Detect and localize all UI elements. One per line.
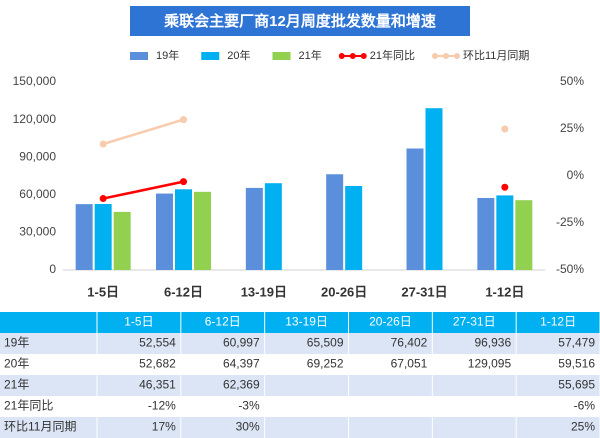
y-tick-label: 60,000 <box>19 187 56 201</box>
y2-tick-label: -25% <box>556 215 584 229</box>
bar <box>175 189 192 270</box>
table-cell: 17% <box>152 420 176 434</box>
table-cell: 30% <box>236 420 260 434</box>
x-tick-label: 1-5日 <box>87 284 119 299</box>
x-tick-label: 6-12日 <box>164 284 203 299</box>
y-tick-label: 0 <box>49 262 56 276</box>
table-cell: 55,695 <box>558 378 595 392</box>
line-series <box>102 118 184 146</box>
table-row-label: 环比11月同期 <box>4 420 76 434</box>
legend-swatch <box>349 53 356 59</box>
y2-tick-label: 50% <box>560 74 584 88</box>
table-cell: 96,936 <box>474 336 511 350</box>
y-tick-label: 120,000 <box>13 112 57 126</box>
table-cell: 60,997 <box>223 336 260 350</box>
table-row-label: 21年 <box>4 378 29 392</box>
bar <box>113 211 131 270</box>
legend-label: 21年 <box>299 48 322 62</box>
table-header: 27-31日 <box>453 315 496 329</box>
y-tick-label: 90,000 <box>19 149 56 163</box>
line-marker <box>180 178 187 186</box>
legend-label: 21年同比 <box>370 48 415 62</box>
table-cell: 69,252 <box>307 357 344 371</box>
line-marker <box>501 183 509 191</box>
bar <box>264 183 282 270</box>
table-row-label: 21年同比 <box>4 399 53 413</box>
legend-label: 19年 <box>156 48 179 62</box>
table-cell: 65,509 <box>307 336 344 350</box>
bar <box>245 187 263 270</box>
legend-swatch <box>432 53 438 59</box>
y2-tick-label: 0% <box>567 168 585 182</box>
bar <box>194 191 211 270</box>
table-row-bg <box>0 396 600 417</box>
table-cell: 25% <box>571 420 595 434</box>
table-cell: 129,095 <box>468 357 512 371</box>
y-tick-label: 30,000 <box>19 225 56 239</box>
table-header: 20-26日 <box>369 315 412 329</box>
x-tick-label: 13-19日 <box>241 284 287 299</box>
bar <box>477 197 495 270</box>
table-row-bg <box>0 333 600 354</box>
legend-label: 环比11月同期 <box>463 49 529 62</box>
table-cell: 59,516 <box>558 357 595 371</box>
table-cell: 62,369 <box>223 378 260 392</box>
table-cell: 52,682 <box>139 357 176 371</box>
legend-swatch <box>201 52 220 60</box>
bar <box>406 148 424 270</box>
table-header-bg <box>0 312 600 333</box>
chart-title: 乘联会主要厂商12月周度批发数量和增速 <box>163 12 436 30</box>
y2-tick-label: 25% <box>560 121 584 135</box>
bar <box>75 204 93 270</box>
y-tick-label: 150,000 <box>13 74 57 88</box>
x-tick-label: 20-26日 <box>321 284 367 299</box>
bar <box>345 185 363 270</box>
legend-label: 20年 <box>227 48 250 62</box>
table-cell: 57,479 <box>558 336 595 350</box>
bar <box>156 193 173 270</box>
table-cell: 52,554 <box>139 336 176 350</box>
table-cell: 46,351 <box>139 378 176 392</box>
x-tick-label: 27-31日 <box>401 284 447 299</box>
legend-swatch <box>130 52 148 60</box>
bar <box>515 200 533 270</box>
y2-tick-label: -50% <box>556 262 584 276</box>
table-cell: 76,402 <box>391 336 428 350</box>
line-marker <box>501 125 509 133</box>
legend-swatch <box>272 52 291 60</box>
line-marker <box>99 195 107 203</box>
table-cell: -3% <box>238 399 260 413</box>
legend-swatch <box>454 53 460 59</box>
legend-swatch <box>360 53 367 59</box>
table-cell: 67,051 <box>391 357 428 371</box>
table-row-bg <box>0 375 600 396</box>
table-cell: 64,397 <box>223 357 260 371</box>
table-cell: -6% <box>574 399 596 413</box>
table-cell: -12% <box>148 399 176 413</box>
table-header: 13-19日 <box>285 315 328 329</box>
table-row-bg <box>0 354 600 375</box>
bar <box>496 195 514 270</box>
title-banner <box>130 6 470 36</box>
line-marker <box>180 116 187 124</box>
legend-swatch <box>443 53 449 59</box>
table-row-label: 20年 <box>4 357 29 371</box>
line-marker <box>99 140 107 148</box>
table-header: 1-5日 <box>124 315 153 329</box>
bar <box>94 203 112 270</box>
table-header: 6-12日 <box>205 315 241 329</box>
x-tick-label: 1-12日 <box>485 284 524 299</box>
bar <box>425 108 443 271</box>
bar <box>326 174 344 270</box>
table-row-label: 19年 <box>4 336 29 350</box>
line-series <box>102 180 184 200</box>
table-row-bg <box>0 417 600 438</box>
table-header: 1-12日 <box>540 315 576 329</box>
legend-swatch <box>338 53 345 59</box>
